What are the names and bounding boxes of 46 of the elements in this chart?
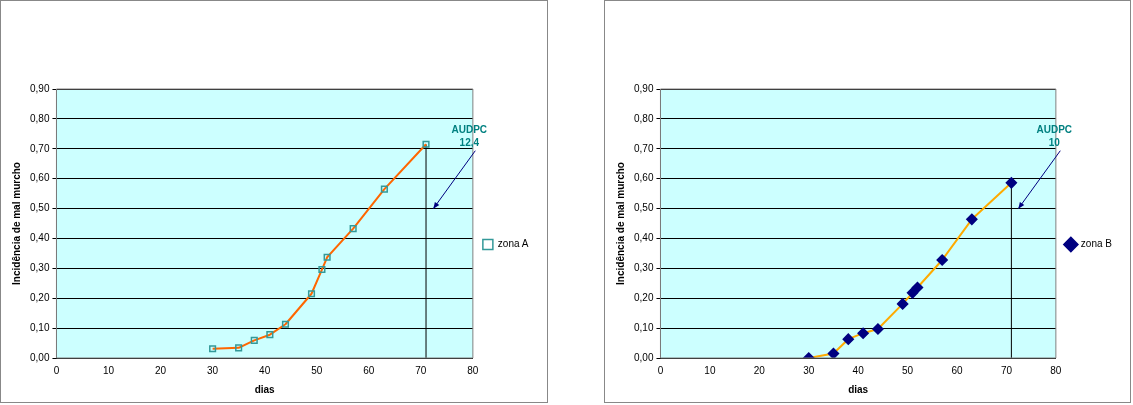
y-axis-title: Incidência de mal murcho bbox=[614, 162, 626, 285]
y-tick-label: 0,60 bbox=[633, 172, 654, 184]
x-tick-label: 60 bbox=[951, 364, 964, 376]
x-tick-label: 30 bbox=[207, 364, 219, 376]
y-tick-label: 0,40 bbox=[29, 232, 50, 244]
legend-label: zona A bbox=[497, 238, 529, 250]
y-tick-label: 0,90 bbox=[29, 82, 50, 94]
x-tick-label: 0 bbox=[53, 364, 60, 376]
x-tick-label: 60 bbox=[363, 364, 375, 376]
x-tick-label: 70 bbox=[415, 364, 427, 376]
y-tick-label: 0,00 bbox=[633, 351, 654, 363]
y-tick-label: 0,10 bbox=[29, 321, 50, 333]
y-tick-label: 0,80 bbox=[29, 112, 50, 124]
y-tick-label: 0,80 bbox=[633, 112, 654, 124]
y-tick-label: 0,60 bbox=[29, 172, 50, 184]
x-tick-label: 10 bbox=[704, 364, 716, 376]
y-tick-label: 0,30 bbox=[633, 262, 654, 274]
x-tick-label: 30 bbox=[803, 364, 815, 376]
y-tick-label: 0,30 bbox=[29, 262, 50, 274]
x-tick-label: 20 bbox=[753, 364, 766, 376]
legend-label: zona B bbox=[1080, 238, 1113, 250]
x-tick-label: 40 bbox=[852, 364, 865, 376]
x-tick-label: 50 bbox=[902, 364, 914, 376]
y-tick-label: 0,40 bbox=[633, 232, 654, 244]
y-axis-title: Incidência de mal murcho bbox=[10, 162, 22, 285]
x-tick-label: 50 bbox=[311, 364, 323, 376]
y-tick-label: 0,10 bbox=[633, 321, 654, 333]
x-tick-label: 40 bbox=[259, 364, 271, 376]
y-tick-label: 0,50 bbox=[29, 202, 50, 214]
y-tick-label: 0,00 bbox=[29, 351, 50, 363]
y-tick-label: 0,20 bbox=[633, 291, 654, 303]
x-tick-label: 70 bbox=[1000, 364, 1013, 376]
annotation: AUDPC 10 bbox=[1036, 124, 1073, 149]
x-axis-title: dias bbox=[848, 383, 869, 395]
x-axis-title: dias bbox=[254, 383, 276, 395]
y-tick-label: 0,90 bbox=[633, 82, 654, 94]
x-tick-label: 20 bbox=[155, 364, 167, 376]
y-tick-label: 0,50 bbox=[633, 202, 654, 214]
y-tick-label: 0,20 bbox=[29, 291, 50, 303]
y-tick-label: 0,70 bbox=[633, 142, 654, 154]
x-tick-label: 0 bbox=[657, 364, 664, 376]
y-tick-label: 0,70 bbox=[29, 142, 50, 154]
x-tick-label: 10 bbox=[102, 364, 115, 376]
x-tick-label: 80 bbox=[467, 364, 479, 376]
annotation: AUDPC 12,4 bbox=[451, 124, 488, 149]
x-tick-label: 80 bbox=[1050, 364, 1062, 376]
